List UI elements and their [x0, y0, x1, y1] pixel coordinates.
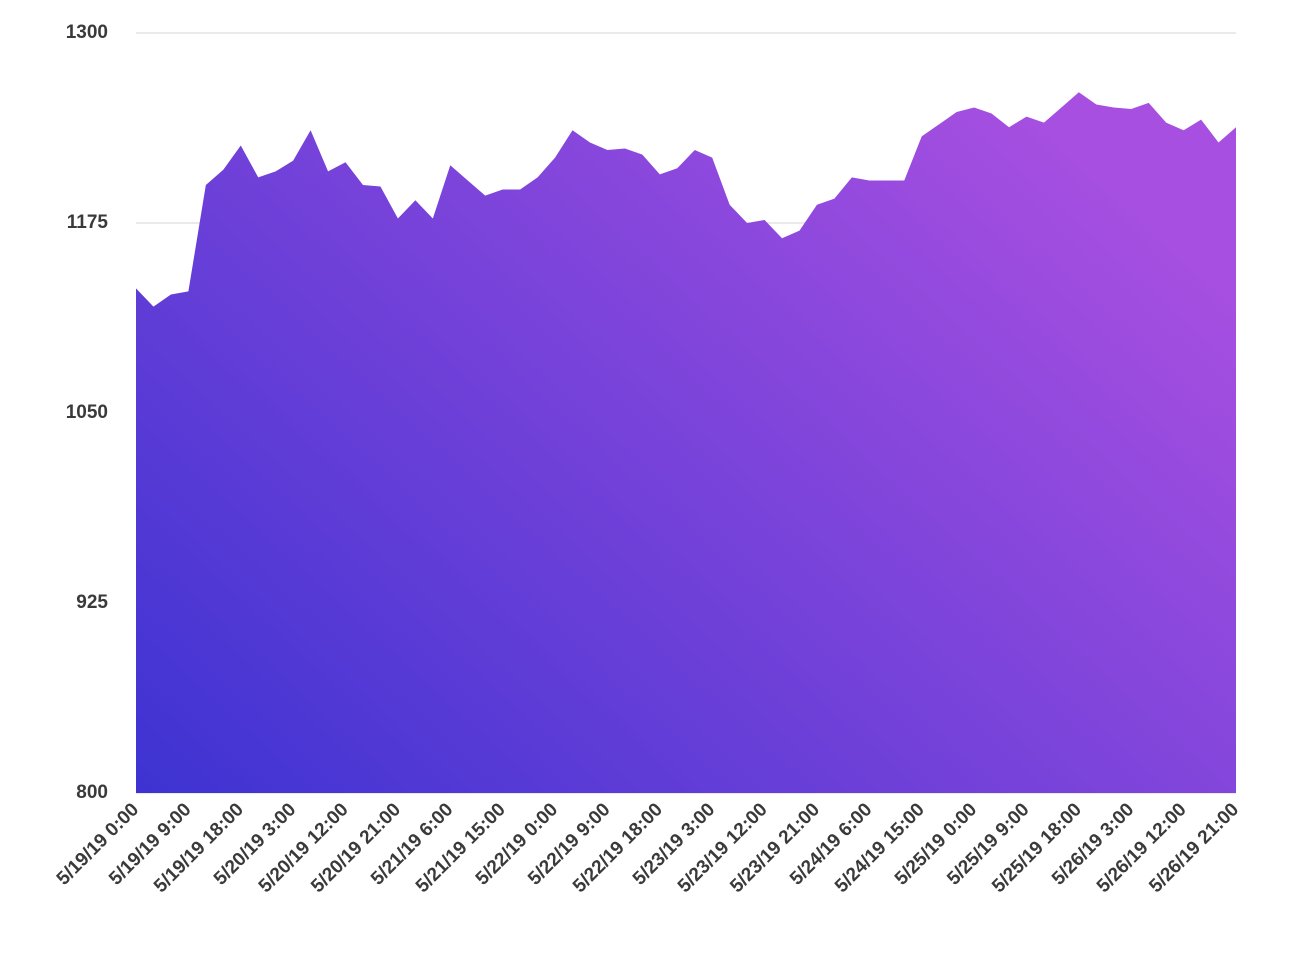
- area: [136, 92, 1236, 793]
- y-tick-label: 800: [76, 782, 108, 803]
- y-tick-label: 1300: [66, 22, 108, 43]
- y-tick-label: 1175: [67, 212, 109, 233]
- y-tick-label: 925: [76, 592, 108, 613]
- y-tick-label: 1050: [66, 402, 108, 423]
